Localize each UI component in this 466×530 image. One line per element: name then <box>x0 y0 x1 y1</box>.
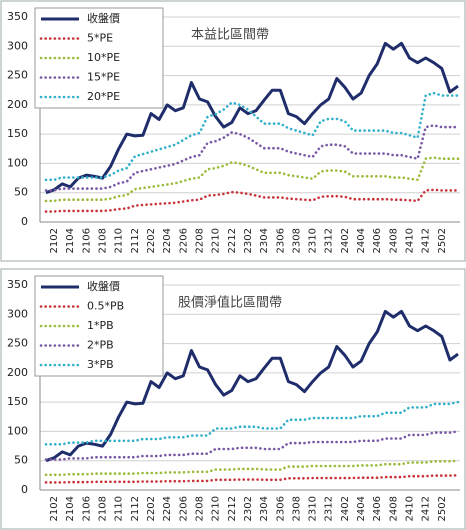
x-tick-label: 2108 <box>98 496 109 521</box>
band-line <box>44 91 460 182</box>
x-tick-label: 2310 <box>308 228 319 253</box>
y-tick-label: 250 <box>7 69 28 82</box>
x-tick-label: 2302 <box>243 228 254 253</box>
x-tick-label: 2102 <box>49 228 60 253</box>
x-tick-label: 2210 <box>211 228 222 253</box>
band-line <box>44 124 460 192</box>
x-tick-label: 2310 <box>308 496 319 521</box>
legend-label: 收盤價 <box>87 279 120 293</box>
x-tick-label: 2402 <box>340 496 351 521</box>
x-tick-label: 2210 <box>211 496 222 521</box>
y-tick-label: 0 <box>21 483 28 496</box>
y-tick-label: 200 <box>7 366 28 379</box>
band-line <box>44 459 460 477</box>
band-line <box>44 156 460 203</box>
price-line <box>45 309 459 463</box>
legend <box>34 275 164 377</box>
legend-label: 5*PE <box>87 32 113 45</box>
x-tick-label: 2206 <box>178 228 189 253</box>
y-tick-label: 200 <box>7 98 28 111</box>
legend-label: 0.5*PB <box>87 300 124 313</box>
y-tick-label: 300 <box>7 307 28 320</box>
x-tick-label: 2304 <box>259 228 270 253</box>
x-tick-label: 2404 <box>356 228 367 253</box>
y-tick-label: 250 <box>7 337 28 350</box>
x-tick-label: 2106 <box>81 228 92 253</box>
y-tick-label: 150 <box>7 127 28 140</box>
y-tick-label: 100 <box>7 156 28 169</box>
y-tick-label: 350 <box>7 10 28 23</box>
y-tick-label: 350 <box>7 278 28 291</box>
x-tick-label: 2402 <box>340 228 351 253</box>
y-tick-label: 100 <box>7 424 28 437</box>
x-tick-label: 2202 <box>146 496 157 521</box>
x-tick-label: 2408 <box>388 496 399 521</box>
x-tick-label: 2208 <box>194 496 205 521</box>
band-line <box>44 188 460 213</box>
x-tick-label: 2112 <box>130 228 141 253</box>
legend-label: 收盤價 <box>87 11 120 25</box>
x-tick-label: 2110 <box>114 228 125 253</box>
x-tick-label: 2312 <box>324 228 335 253</box>
x-tick-label: 2502 <box>437 228 448 253</box>
x-tick-label: 2312 <box>324 496 335 521</box>
legend-label: 3*PB <box>87 358 114 371</box>
x-tick-label: 2204 <box>162 228 173 253</box>
x-tick-label: 2410 <box>405 228 416 253</box>
x-tick-label: 2406 <box>372 496 383 521</box>
y-tick-label: 50 <box>14 186 28 199</box>
x-tick-label: 2108 <box>98 228 109 253</box>
x-tick-label: 2102 <box>49 496 60 521</box>
legend <box>34 7 164 109</box>
x-tick-label: 2202 <box>146 228 157 253</box>
y-tick-label: 150 <box>7 395 28 408</box>
x-tick-label: 2308 <box>291 496 302 521</box>
legend-label: 2*PB <box>87 339 114 352</box>
chart-title: 股價淨值比區間帶 <box>178 295 282 311</box>
x-tick-label: 2304 <box>259 496 270 521</box>
x-tick-label: 2110 <box>114 496 125 521</box>
x-tick-label: 2412 <box>421 228 432 253</box>
legend-label: 10*PE <box>87 51 120 64</box>
x-tick-label: 2306 <box>275 228 286 253</box>
y-tick-label: 0 <box>21 215 28 228</box>
x-tick-label: 2306 <box>275 496 286 521</box>
legend-label: 20*PE <box>87 90 120 103</box>
x-tick-label: 2212 <box>227 228 238 253</box>
y-tick-label: 50 <box>14 454 28 467</box>
x-tick-label: 2104 <box>65 496 76 521</box>
x-tick-label: 2104 <box>65 228 76 253</box>
x-tick-label: 2212 <box>227 496 238 521</box>
x-tick-label: 2204 <box>162 496 173 521</box>
x-tick-label: 2112 <box>130 496 141 521</box>
legend-label: 1*PB <box>87 319 114 332</box>
chart-title: 本益比區間帶 <box>191 28 269 43</box>
y-tick-label: 300 <box>7 39 28 52</box>
x-tick-label: 2406 <box>372 228 383 253</box>
x-tick-label: 2206 <box>178 496 189 521</box>
legend-label: 15*PE <box>87 71 120 84</box>
x-tick-label: 2404 <box>356 496 367 521</box>
band-line <box>44 474 460 484</box>
x-tick-label: 2410 <box>405 496 416 521</box>
x-tick-label: 2308 <box>291 228 302 253</box>
x-tick-label: 2502 <box>437 496 448 521</box>
band-line <box>44 430 460 461</box>
band-line <box>44 400 460 446</box>
x-tick-label: 2208 <box>194 228 205 253</box>
x-tick-label: 2302 <box>243 496 254 521</box>
x-tick-label: 2408 <box>388 228 399 253</box>
x-tick-label: 2106 <box>81 496 92 521</box>
x-tick-label: 2412 <box>421 496 432 521</box>
